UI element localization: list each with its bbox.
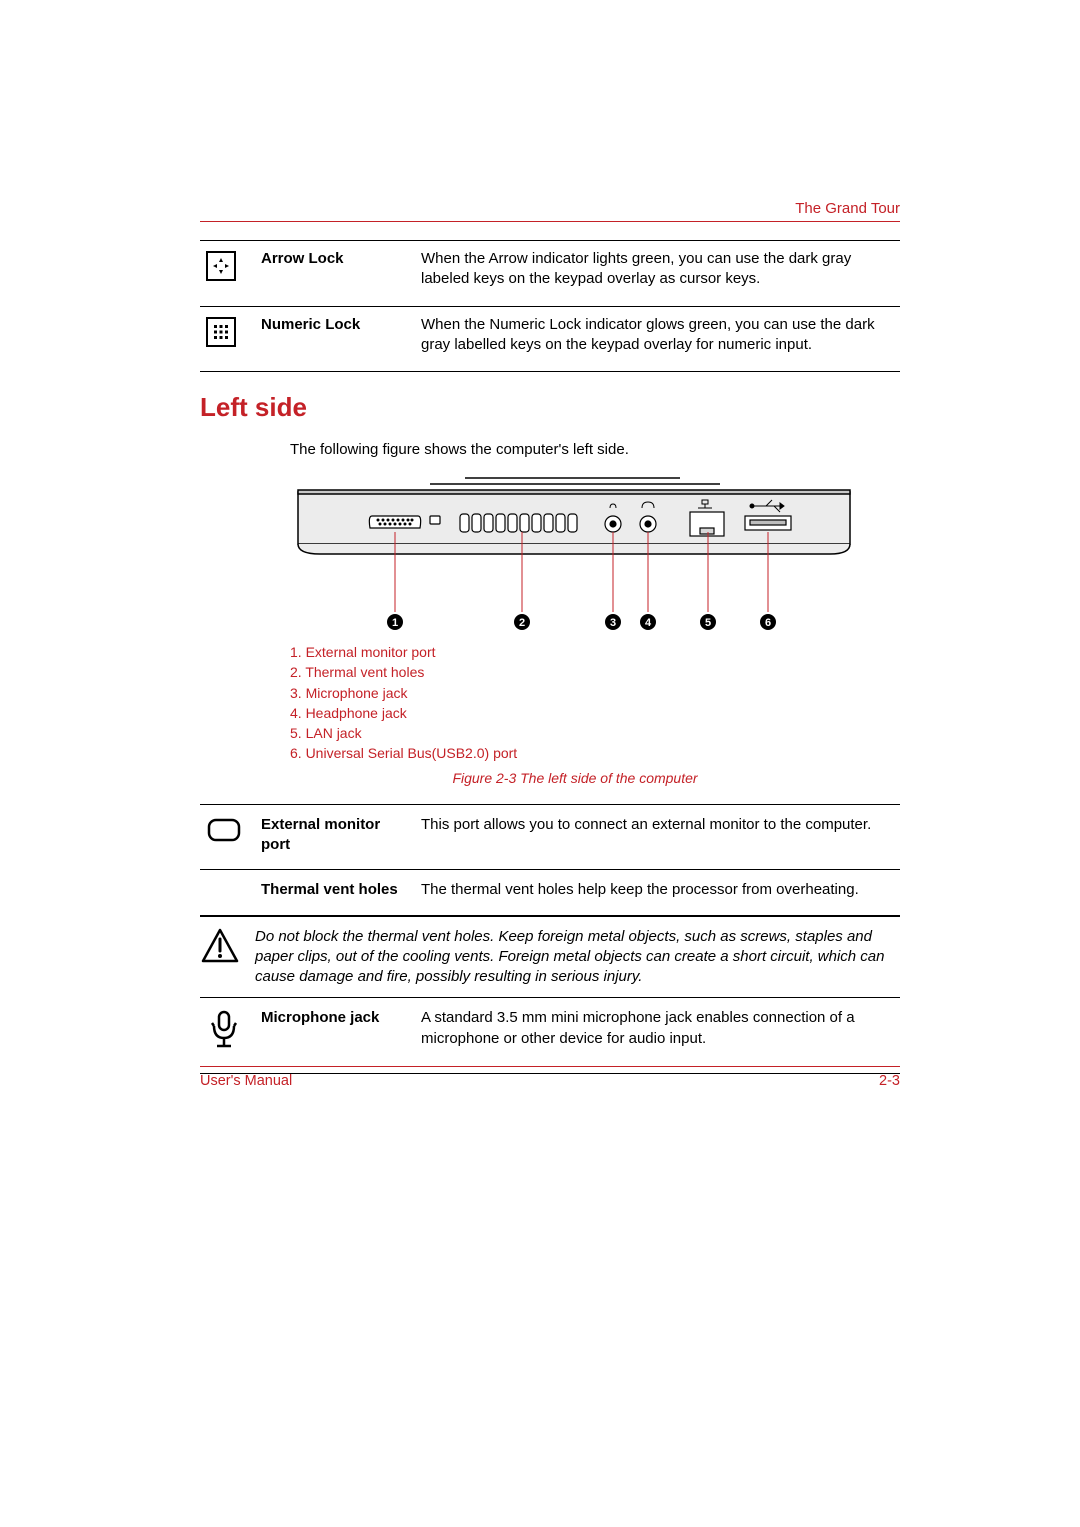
port-descriptions-a: External monitor port This port allows y… — [200, 804, 900, 916]
svg-text:4: 4 — [645, 617, 652, 629]
chapter-title: The Grand Tour — [795, 200, 900, 217]
callout-legend-item: 6. Universal Serial Bus(USB2.0) port — [290, 743, 860, 763]
table-row: External monitor port This port allows y… — [200, 804, 900, 870]
chapter-header: The Grand Tour — [200, 200, 900, 222]
microphone-icon — [206, 1008, 242, 1052]
page-content: The Grand Tour Arrow Lock When the Arrow… — [200, 200, 900, 1074]
section-intro: The following figure shows the computer'… — [290, 441, 900, 458]
numeric-lock-icon — [206, 317, 236, 347]
description: When the Numeric Lock indicator glows gr… — [415, 306, 900, 372]
callout-legend-item: 3. Microphone jack — [290, 683, 860, 703]
callout-legend-item: 4. Headphone jack — [290, 703, 860, 723]
term: Thermal vent holes — [255, 870, 415, 915]
monitor-port-icon — [206, 815, 242, 845]
callout-legend: 1. External monitor port2. Thermal vent … — [290, 642, 860, 764]
section-heading: Left side — [200, 392, 900, 423]
caution-icon — [200, 927, 240, 965]
term: Numeric Lock — [255, 306, 415, 372]
arrow-lock-icon — [206, 251, 236, 281]
svg-text:2: 2 — [519, 617, 525, 629]
figure-caption: Figure 2-3 The left side of the computer — [290, 770, 860, 786]
term: Arrow Lock — [255, 241, 415, 307]
table-row: Numeric Lock When the Numeric Lock indic… — [200, 306, 900, 372]
keypad-lock-table: Arrow Lock When the Arrow indicator ligh… — [200, 240, 900, 372]
callout-legend-item: 5. LAN jack — [290, 723, 860, 743]
caution-block: Do not block the thermal vent holes. Kee… — [200, 916, 900, 999]
table-row: Microphone jack A standard 3.5 mm mini m… — [200, 998, 900, 1073]
callout-legend-item: 1. External monitor port — [290, 642, 860, 662]
table-row: Arrow Lock When the Arrow indicator ligh… — [200, 241, 900, 307]
figure-left-side: 1 2 3 4 5 6 1. External monitor port2. Therma… — [290, 472, 860, 786]
term: External monitor port — [255, 804, 415, 870]
svg-text:3: 3 — [610, 617, 616, 629]
description: This port allows you to connect an exter… — [415, 804, 900, 870]
svg-text:6: 6 — [765, 617, 771, 629]
callout-legend-item: 2. Thermal vent holes — [290, 662, 860, 682]
description: When the Arrow indicator lights green, y… — [415, 241, 900, 307]
footer-right: 2-3 — [879, 1073, 900, 1089]
left-side-diagram: 1 2 3 4 5 6 — [290, 472, 860, 632]
port-descriptions-b: Microphone jack A standard 3.5 mm mini m… — [200, 998, 900, 1073]
footer-left: User's Manual — [200, 1073, 292, 1089]
caution-text: Do not block the thermal vent holes. Kee… — [255, 927, 900, 988]
page-footer: User's Manual 2-3 — [200, 1066, 900, 1089]
svg-text:1: 1 — [392, 617, 398, 629]
term: Microphone jack — [255, 998, 415, 1073]
svg-text:5: 5 — [705, 617, 711, 629]
description: The thermal vent holes help keep the pro… — [415, 870, 900, 915]
description: A standard 3.5 mm mini microphone jack e… — [415, 998, 900, 1073]
table-row: Thermal vent holes The thermal vent hole… — [200, 870, 900, 915]
